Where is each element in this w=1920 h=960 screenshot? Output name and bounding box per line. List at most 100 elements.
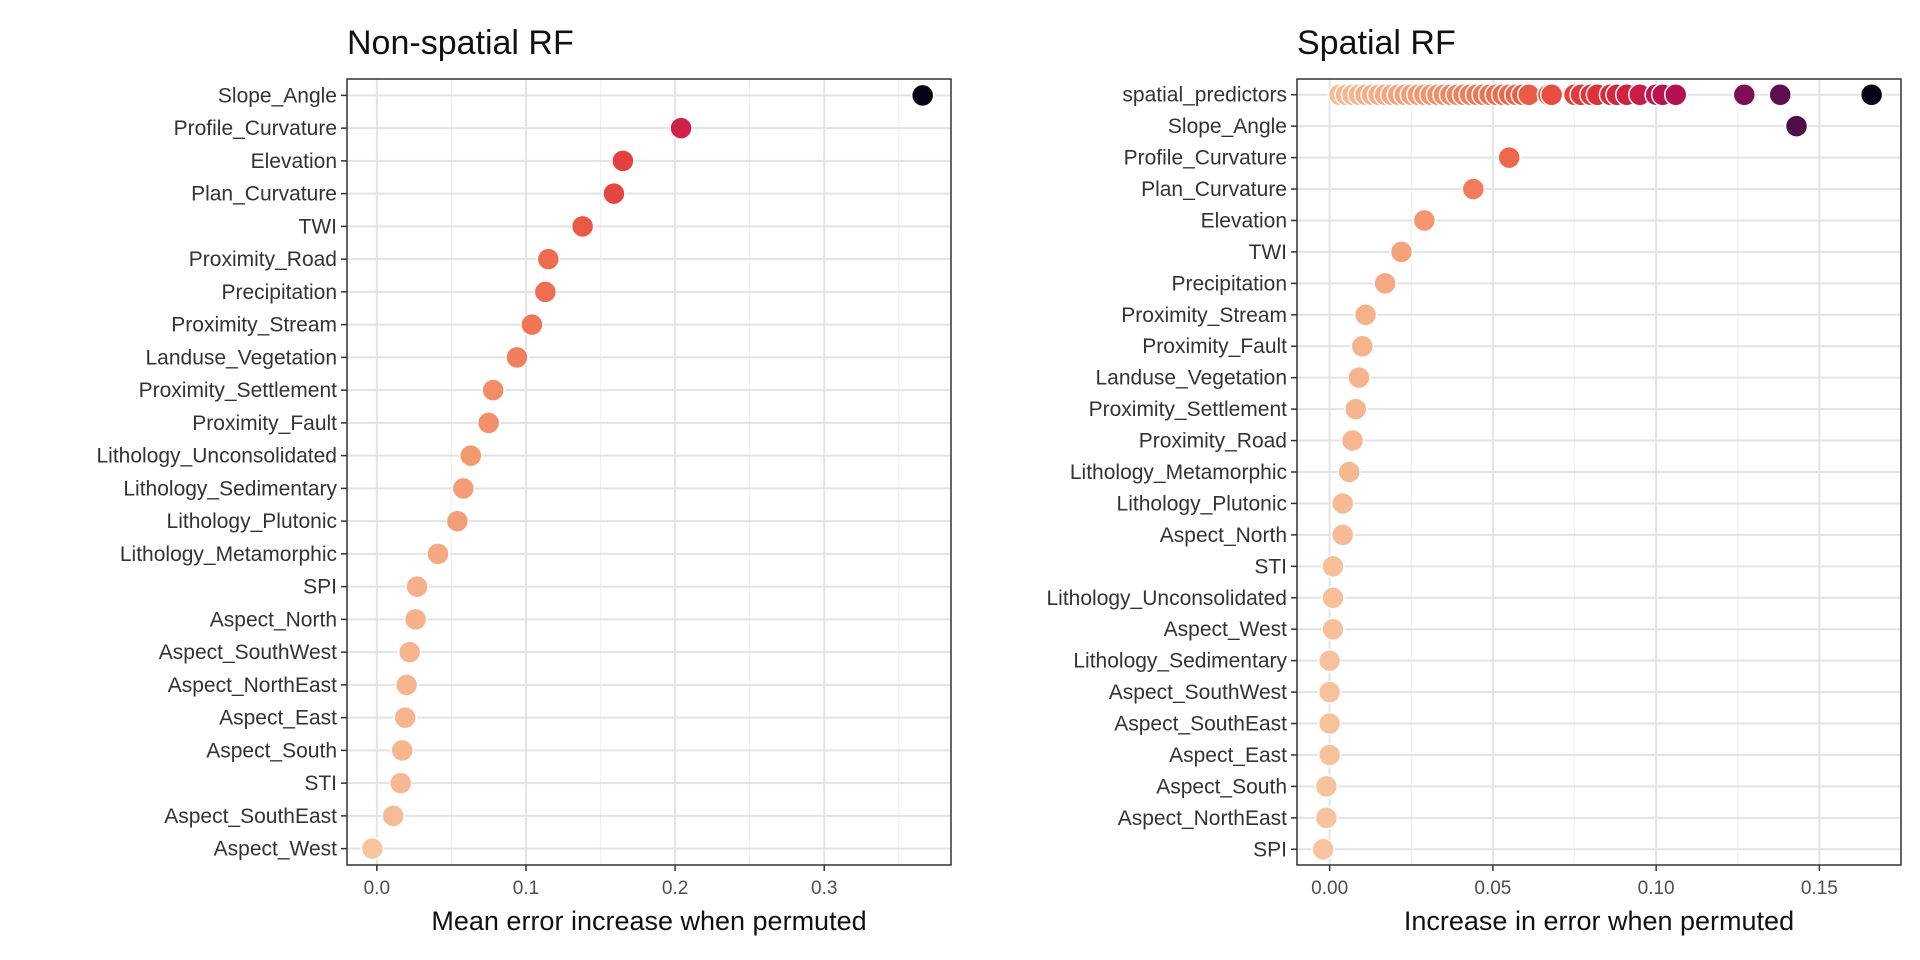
data-point: [1311, 837, 1335, 862]
data-point: [381, 804, 405, 828]
data-point: [1330, 523, 1355, 547]
plot-frame: [346, 78, 952, 866]
y-tick-label: Plan_Curvature: [1141, 178, 1287, 201]
data-point: [1337, 460, 1361, 484]
y-tick-label: Plan_Curvature: [191, 183, 337, 206]
y-tick-label: Landuse_Vegetation: [1095, 367, 1287, 390]
x-tick-label: 0.0: [364, 878, 390, 899]
y-tick-label: Aspect_South: [206, 739, 337, 762]
data-point: [388, 771, 413, 795]
data-point: [1321, 586, 1345, 610]
y-tick-label: Lithology_Plutonic: [167, 510, 337, 533]
data-point: [1314, 774, 1339, 799]
data-point: [1344, 397, 1368, 421]
data-point: [397, 640, 422, 664]
data-point: [1317, 743, 1342, 767]
y-tick-label: Proximity_Road: [1139, 430, 1287, 453]
y-tick-label: Proximity_Settlement: [139, 379, 338, 402]
data-point: [360, 836, 385, 861]
y-tick-label: Lithology_Metamorphic: [120, 543, 337, 566]
data-point: [1317, 680, 1342, 704]
y-tick-label: Aspect_West: [1164, 618, 1287, 641]
x-axis-title: Mean error increase when permuted: [431, 906, 866, 936]
y-tick-label: Proximity_Stream: [171, 314, 337, 337]
y-tick-label: Aspect_North: [210, 608, 337, 631]
y-tick-label: Lithology_Unconsolidated: [96, 445, 337, 468]
data-point: [1314, 806, 1339, 830]
y-tick-label: Aspect_SouthEast: [164, 805, 337, 828]
y-tick-label: Aspect_SouthWest: [159, 641, 337, 664]
data-point-spatial-predictor: [1768, 82, 1792, 107]
x-tick-label: 0.10: [1638, 878, 1675, 899]
x-tick-label: 0.05: [1474, 878, 1511, 899]
y-tick-label: Lithology_Unconsolidated: [1046, 587, 1287, 610]
data-point: [602, 181, 626, 206]
data-point: [403, 607, 428, 632]
y-tick-label: Lithology_Sedimentary: [1073, 650, 1287, 673]
x-tick-label: 0.3: [811, 878, 837, 899]
y-tick-label: Slope_Angle: [218, 84, 337, 107]
data-point: [1353, 303, 1378, 327]
data-point: [1373, 271, 1397, 296]
x-tick-label: 0.00: [1311, 878, 1348, 899]
y-tick-label: spatial_predictors: [1122, 84, 1287, 107]
y-tick-label: Precipitation: [1171, 272, 1287, 295]
data-point: [426, 542, 450, 566]
data-point: [393, 705, 417, 730]
y-tick-label: Aspect_South: [1156, 775, 1287, 798]
y-tick-label: Lithology_Metamorphic: [1070, 461, 1287, 484]
y-tick-label: Aspect_SouthEast: [1114, 713, 1287, 736]
data-point: [1461, 177, 1486, 201]
y-tick-label: Elevation: [251, 150, 337, 173]
data-point: [390, 738, 414, 763]
y-tick-label: Profile_Curvature: [174, 117, 337, 140]
y-tick-label: Aspect_NorthEast: [168, 674, 337, 697]
data-point: [505, 345, 529, 370]
y-tick-label: Slope_Angle: [1168, 115, 1287, 138]
data-point: [1321, 554, 1345, 579]
y-tick-label: STI: [304, 772, 337, 795]
data-point: [1350, 334, 1375, 358]
data-point-spatial-predictor: [1859, 82, 1884, 107]
data-point-spatial-predictor: [1732, 82, 1757, 107]
panel-spatial-rf: Spatial RF spatial_predictors Slope_Angle…: [1046, 24, 1902, 936]
data-point: [476, 411, 501, 435]
x-axis-title: Increase in error when permuted: [1404, 906, 1794, 936]
y-tick-label: Elevation: [1201, 209, 1287, 232]
data-point-spatial-predictor: [1517, 82, 1541, 107]
data-point: [1412, 208, 1437, 233]
data-point: [1347, 365, 1371, 390]
y-tick-label: SPI: [1253, 838, 1287, 861]
y-tick-label: Aspect_East: [219, 707, 337, 730]
y-tick-label: Lithology_Sedimentary: [123, 477, 337, 500]
data-point: [459, 443, 483, 468]
data-point: [405, 574, 429, 599]
data-point: [1321, 617, 1345, 641]
y-tick-label: SPI: [303, 576, 337, 599]
data-point-spatial-predictor: [1539, 82, 1564, 107]
data-point: [611, 149, 635, 173]
y-tick-label: Proximity_Road: [189, 248, 337, 271]
x-tick-label: 0.15: [1801, 878, 1838, 899]
data-point: [570, 214, 595, 239]
data-point: [1497, 145, 1521, 170]
y-tick-label: Aspect_NorthEast: [1118, 807, 1287, 830]
data-point: [1317, 648, 1342, 673]
data-point: [1330, 491, 1355, 516]
y-tick-label: Profile_Curvature: [1124, 147, 1287, 170]
data-point: [910, 83, 935, 108]
y-tick-label: Proximity_Stream: [1121, 304, 1287, 327]
y-tick-label: Proximity_Fault: [1142, 335, 1287, 358]
y-tick-label: Proximity_Fault: [192, 412, 337, 435]
panel-non-spatial-rf: Non-spatial RF Slope_Angle Profile_Curvat…: [96, 24, 952, 936]
y-tick-label: Aspect_East: [1169, 744, 1287, 767]
y-tick-label: Proximity_Settlement: [1089, 398, 1288, 421]
data-point: [451, 476, 476, 501]
data-point: [481, 378, 505, 402]
y-tick-label: Precipitation: [221, 281, 337, 304]
data-point: [536, 247, 561, 271]
y-tick-label: Aspect_West: [214, 838, 337, 861]
data-point: [1340, 428, 1365, 453]
data-point: [1784, 114, 1809, 138]
